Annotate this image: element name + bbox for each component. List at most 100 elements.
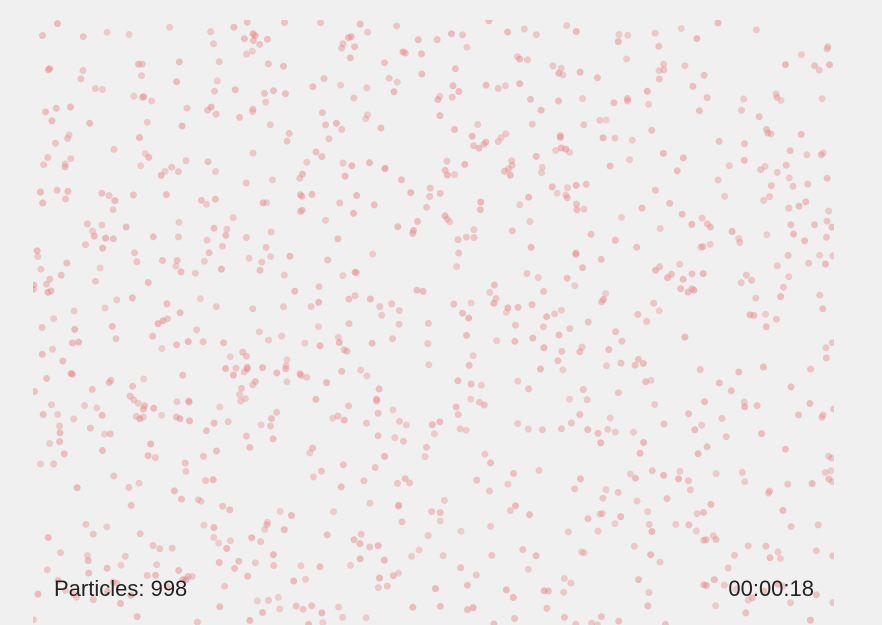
particle <box>436 112 444 120</box>
particle <box>454 236 462 244</box>
particle <box>600 296 607 303</box>
particle <box>763 231 771 239</box>
particle <box>787 523 795 531</box>
particle <box>748 594 756 602</box>
particle <box>784 252 792 259</box>
particle <box>642 378 650 386</box>
particle <box>830 405 834 413</box>
particle-layer <box>33 20 834 625</box>
particle <box>61 586 69 594</box>
particle <box>779 506 787 514</box>
particle <box>767 182 775 190</box>
particle <box>624 97 631 105</box>
particle <box>164 315 171 323</box>
particle <box>98 411 106 419</box>
particle <box>381 59 388 67</box>
particle <box>163 300 171 308</box>
particle <box>341 172 349 180</box>
particle <box>640 439 648 446</box>
particle <box>506 171 514 179</box>
particle <box>52 139 59 147</box>
particle <box>125 484 133 491</box>
particle <box>215 58 223 66</box>
particle <box>170 487 178 495</box>
particle <box>582 180 590 188</box>
particle <box>395 307 403 315</box>
particle <box>645 100 653 108</box>
particle <box>356 540 364 548</box>
particle <box>265 596 272 604</box>
particle <box>299 605 307 613</box>
particle <box>318 109 326 117</box>
particle <box>61 163 69 171</box>
particle <box>552 147 560 154</box>
particle <box>514 420 522 428</box>
particle <box>316 563 324 571</box>
particle <box>37 460 44 468</box>
particle <box>344 34 352 42</box>
particle <box>394 502 402 510</box>
particle <box>204 158 212 166</box>
particle <box>81 241 89 249</box>
particle <box>651 401 659 408</box>
particle <box>760 196 768 204</box>
particle-canvas <box>33 20 834 625</box>
particle <box>104 587 111 595</box>
particle <box>814 521 822 529</box>
particle <box>532 31 540 39</box>
particle <box>492 295 500 302</box>
particle <box>628 136 636 144</box>
particle <box>178 495 185 503</box>
particle <box>330 508 337 516</box>
particle <box>532 552 540 560</box>
particle <box>588 619 596 625</box>
particle <box>175 567 183 574</box>
particle <box>692 527 700 535</box>
particle <box>203 236 211 244</box>
particle <box>428 508 436 516</box>
particle <box>276 605 284 613</box>
particle <box>63 259 71 267</box>
particle <box>109 235 117 243</box>
particle <box>790 230 798 238</box>
particle <box>269 551 277 559</box>
particle <box>660 471 668 479</box>
particle <box>676 260 684 268</box>
particle <box>136 415 144 423</box>
particle <box>604 425 612 433</box>
particle <box>446 218 454 226</box>
particle <box>68 339 76 347</box>
particle <box>111 197 119 205</box>
particle <box>199 338 207 346</box>
particle <box>718 415 726 422</box>
particle <box>112 335 120 343</box>
particle <box>52 104 60 112</box>
particle <box>651 29 659 37</box>
particle <box>785 204 793 212</box>
particle <box>566 325 574 333</box>
particle <box>356 20 364 28</box>
particle <box>376 574 383 582</box>
particle <box>309 83 317 91</box>
particle <box>296 174 304 182</box>
particle <box>210 40 217 48</box>
particle <box>213 77 221 85</box>
particle <box>179 576 187 584</box>
particle <box>203 200 210 208</box>
particle <box>268 415 275 423</box>
particle <box>524 565 532 573</box>
particle <box>364 111 372 119</box>
particle <box>248 534 256 542</box>
particle <box>350 536 358 544</box>
particle-count-label: Particles: 998 <box>54 576 188 601</box>
particle <box>205 249 213 257</box>
particle <box>157 171 165 179</box>
particle <box>685 521 693 529</box>
particle <box>738 106 745 114</box>
particle <box>746 311 754 319</box>
particle <box>181 459 189 467</box>
particle <box>56 422 63 430</box>
particle <box>795 411 802 419</box>
particle <box>802 198 810 206</box>
particle <box>714 176 722 184</box>
